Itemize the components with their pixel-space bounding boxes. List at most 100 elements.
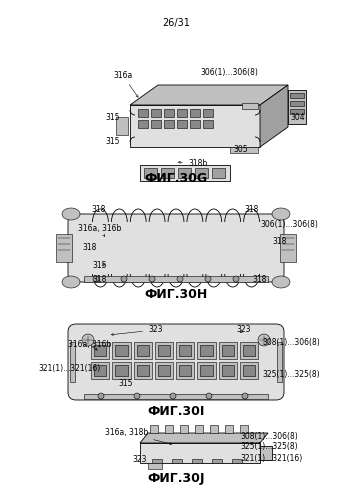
Bar (203, 120, 213, 128)
Bar (203, 109, 213, 117)
Circle shape (93, 276, 99, 282)
Bar (280, 234, 296, 262)
Text: 321(1)...321(16): 321(1)...321(16) (240, 454, 302, 462)
Bar (197, 362, 215, 379)
Bar (138, 120, 148, 128)
Bar (151, 120, 161, 128)
Text: 323: 323 (236, 326, 251, 334)
Bar (112, 362, 131, 379)
Bar (290, 109, 304, 114)
Bar (190, 109, 200, 117)
Bar (290, 93, 304, 98)
Bar (200, 365, 213, 376)
Text: 315: 315 (105, 138, 119, 146)
Bar (195, 425, 203, 433)
Bar (140, 443, 260, 463)
Circle shape (205, 276, 211, 282)
Polygon shape (140, 433, 268, 443)
Bar (94, 365, 106, 376)
Bar (230, 147, 258, 153)
Bar (164, 120, 174, 128)
FancyBboxPatch shape (68, 214, 284, 282)
Bar (112, 342, 131, 359)
Text: 318: 318 (252, 276, 266, 284)
Bar (240, 342, 258, 359)
Bar (212, 459, 222, 463)
Text: 323: 323 (132, 454, 146, 464)
Bar (152, 459, 162, 463)
Circle shape (98, 393, 104, 399)
Bar (288, 90, 306, 124)
Circle shape (149, 276, 155, 282)
Bar (150, 425, 158, 433)
Text: 316a, 316b: 316a, 316b (78, 224, 121, 236)
Bar (177, 120, 187, 128)
Text: 304: 304 (290, 114, 304, 122)
Bar (243, 345, 255, 356)
Bar (179, 365, 191, 376)
Text: 306(1)...306(8): 306(1)...306(8) (260, 220, 318, 230)
Circle shape (134, 393, 140, 399)
Text: 308(1)...306(8): 308(1)...306(8) (262, 338, 320, 346)
Circle shape (258, 334, 270, 346)
Bar (161, 168, 174, 178)
Bar (84, 276, 268, 282)
Ellipse shape (62, 208, 80, 220)
Bar (155, 362, 173, 379)
Bar (195, 168, 208, 178)
Text: 318: 318 (272, 238, 287, 246)
Text: 308(1)...306(8): 308(1)...306(8) (240, 432, 298, 442)
Bar (116, 117, 128, 135)
Ellipse shape (272, 208, 290, 220)
Text: 321(1)...321(16): 321(1)...321(16) (38, 364, 100, 372)
Text: 325(1)...325(8): 325(1)...325(8) (240, 442, 298, 452)
Bar (91, 342, 109, 359)
Bar (179, 345, 191, 356)
Bar (219, 342, 237, 359)
Text: 26/31: 26/31 (162, 18, 190, 28)
Bar (158, 345, 170, 356)
Text: 316a: 316a (113, 70, 138, 97)
Text: 318b: 318b (178, 158, 207, 168)
Bar (192, 459, 202, 463)
Bar (94, 345, 106, 356)
Bar (115, 365, 127, 376)
Text: 315: 315 (118, 378, 132, 388)
Bar (140, 165, 230, 181)
Bar (178, 168, 191, 178)
Bar (137, 345, 149, 356)
Bar (56, 234, 72, 262)
Bar (115, 345, 127, 356)
Bar (148, 463, 162, 469)
Text: ФИГ.30J: ФИГ.30J (147, 472, 205, 485)
Bar (84, 394, 268, 399)
Bar (212, 168, 225, 178)
Text: 315: 315 (92, 262, 107, 270)
Text: 316a, 318b: 316a, 318b (105, 428, 172, 444)
Bar (190, 120, 200, 128)
Bar (137, 365, 149, 376)
Text: 318: 318 (82, 244, 96, 252)
Bar (219, 362, 237, 379)
Bar (176, 362, 194, 379)
Bar (144, 168, 157, 178)
Text: ФИГ.30I: ФИГ.30I (147, 405, 205, 418)
Polygon shape (130, 85, 288, 105)
Bar (176, 342, 194, 359)
Circle shape (206, 393, 212, 399)
Circle shape (121, 276, 127, 282)
Bar (158, 365, 170, 376)
Text: 305: 305 (233, 144, 247, 154)
Text: 318: 318 (92, 276, 106, 284)
Bar (172, 459, 182, 463)
Bar (200, 345, 213, 356)
Circle shape (242, 393, 248, 399)
Bar (91, 362, 109, 379)
Bar (240, 362, 258, 379)
Bar (221, 345, 234, 356)
Polygon shape (130, 105, 260, 147)
Ellipse shape (272, 276, 290, 288)
Text: 318: 318 (244, 206, 258, 214)
Text: ФИГ.30G: ФИГ.30G (144, 172, 208, 185)
Bar (180, 425, 188, 433)
